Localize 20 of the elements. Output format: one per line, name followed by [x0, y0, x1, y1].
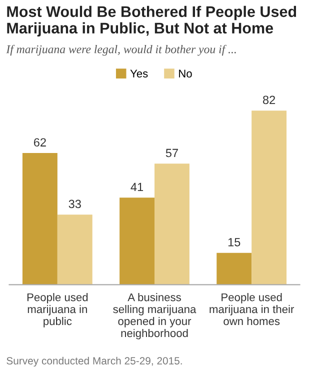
x-tick-label: People used marijuana in their own homes — [210, 293, 294, 326]
x-tick-label: A business selling marijuana opened in your neighborhood — [113, 293, 196, 340]
data-label: 57 — [166, 148, 178, 158]
data-label: 15 — [228, 238, 240, 246]
data-label: 41 — [130, 182, 144, 192]
x-tick-label: People used marijuana in public — [27, 293, 88, 328]
legend-label: Yes — [130, 70, 148, 78]
bar — [22, 153, 58, 285]
data-label: 82 — [263, 96, 276, 104]
data-label: 62 — [34, 138, 46, 147]
legend-label: No — [179, 70, 192, 78]
data-label: 33 — [68, 200, 81, 208]
bar — [57, 214, 92, 285]
chart-title: Most Would Be Bothered If People Used Marijuana in Public, But Not at Home — [7, 6, 296, 37]
chart-subtitle: If marijuana were legal, would it bother you if ... — [6, 44, 236, 56]
bar — [216, 252, 252, 285]
bar — [154, 164, 190, 285]
bar — [120, 198, 154, 285]
bar — [252, 110, 287, 285]
text: Survey conducted March 25-29, 2015. — [6, 356, 182, 367]
